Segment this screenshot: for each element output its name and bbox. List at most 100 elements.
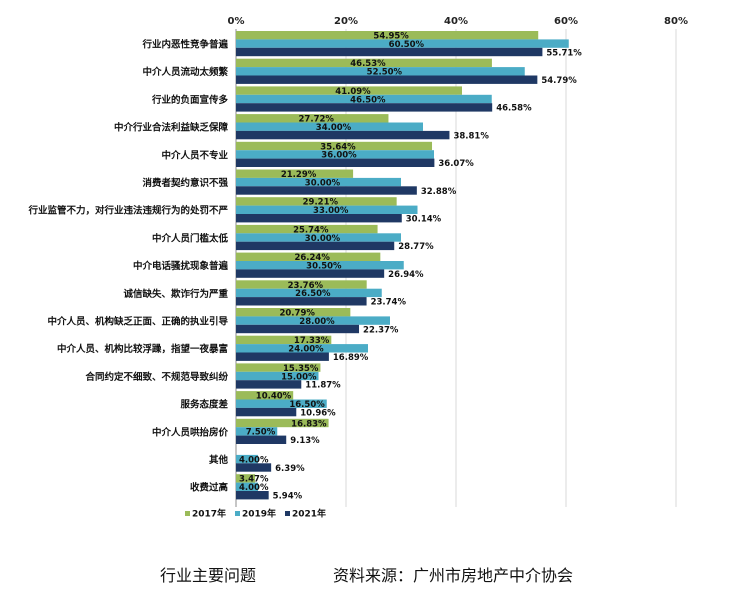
data-label: 52.50% <box>367 68 403 78</box>
category-label: 中介人员流动太频繁 <box>142 66 228 78</box>
data-label: 27.72% <box>299 115 335 125</box>
category-label: 行业监管不力，对行业违法违规行为的处罚不严 <box>27 205 228 217</box>
category-label: 中介人员、机构缺乏正面、正确的执业引导 <box>47 316 228 328</box>
bar <box>236 399 327 408</box>
data-label: 23.76% <box>288 281 324 291</box>
bar <box>236 352 329 361</box>
category-label: 中介人员门槛太低 <box>152 232 229 244</box>
data-label: 30.00% <box>305 178 341 188</box>
bar <box>236 418 329 428</box>
data-label: 22.37% <box>363 325 399 335</box>
bar <box>236 252 381 261</box>
category-label: 合同约定不细致、不规范导致纠纷 <box>85 371 228 383</box>
legend-swatch <box>285 511 290 516</box>
data-label: 46.58% <box>496 104 532 114</box>
data-label: 16.89% <box>333 353 369 363</box>
data-label: 46.50% <box>350 95 386 105</box>
data-label: 15.35% <box>283 364 319 374</box>
bar <box>236 482 258 491</box>
data-label: 26.24% <box>294 253 330 263</box>
data-label: 4.00% <box>239 483 269 493</box>
data-label: 33.00% <box>313 206 349 216</box>
data-label: 26.94% <box>388 270 424 280</box>
bar <box>236 150 434 159</box>
data-label: 54.79% <box>541 76 577 86</box>
category-label: 其他 <box>209 454 229 466</box>
data-label: 4.00% <box>239 455 269 465</box>
category-label: 消费者契约意识不强 <box>142 177 228 189</box>
data-label: 55.71% <box>546 48 582 58</box>
data-label: 32.88% <box>421 187 457 197</box>
data-label: 10.40% <box>256 392 292 402</box>
data-label: 36.07% <box>438 159 474 169</box>
data-label: 9.13% <box>290 436 320 446</box>
data-label: 21.29% <box>281 170 317 180</box>
data-label: 28.77% <box>398 242 434 252</box>
bar <box>236 58 492 68</box>
data-label: 17.33% <box>294 336 330 346</box>
data-label: 46.53% <box>350 59 386 69</box>
data-label: 7.50% <box>246 428 276 438</box>
bar <box>236 197 397 206</box>
category-label: 中介人员、机构比较浮躁，指望一夜暴富 <box>57 343 228 355</box>
chart-caption: 行业主要问题 <box>160 566 257 585</box>
data-label: 26.50% <box>295 289 331 299</box>
bar <box>236 371 319 381</box>
bar <box>236 454 258 464</box>
category-label: 诚信缺失、欺诈行为严重 <box>123 288 228 300</box>
bar <box>236 474 256 483</box>
category-label: 中介人员不专业 <box>161 149 228 161</box>
data-label: 60.50% <box>389 40 425 50</box>
bar <box>236 103 493 112</box>
bar <box>236 288 382 298</box>
bar <box>236 158 435 167</box>
data-label: 20.79% <box>279 309 315 319</box>
bar <box>236 224 378 234</box>
bar <box>236 280 367 289</box>
data-label: 3.47% <box>239 475 269 485</box>
category-label: 行业的负面宣传多 <box>151 94 229 106</box>
category-label: 中介人员哄抬房价 <box>152 426 229 438</box>
data-label: 11.87% <box>305 381 341 391</box>
bar <box>236 491 269 500</box>
bar <box>236 269 385 278</box>
data-label: 38.81% <box>453 131 489 141</box>
bar <box>236 130 450 140</box>
bar <box>236 344 368 353</box>
data-label: 25.74% <box>293 225 329 235</box>
category-label: 服务态度差 <box>180 399 228 411</box>
bar <box>236 67 525 76</box>
bar <box>236 427 278 436</box>
category-label: 中介电话骚扰现象普遍 <box>133 260 229 272</box>
bar <box>236 233 401 242</box>
legend-label: 2019年 <box>242 508 276 520</box>
data-label: 24.00% <box>288 345 324 355</box>
bar <box>236 114 389 123</box>
bar <box>236 380 302 389</box>
legend-label: 2021年 <box>292 508 326 520</box>
bar <box>236 39 569 48</box>
data-label: 10.96% <box>300 408 336 418</box>
chart: 0% 20% 40% 60% 80% 行业内恶性竞争普遍 54.95%60.50% 55.71… <box>27 16 688 520</box>
data-label: 30.00% <box>305 234 341 244</box>
data-label: 29.21% <box>303 198 339 208</box>
bar <box>236 241 395 251</box>
data-label: 41.09% <box>335 87 371 97</box>
bar <box>236 186 417 195</box>
legend-swatch <box>235 511 240 516</box>
data-label: 30.14% <box>406 215 442 225</box>
x-tick-label: 40% <box>444 16 468 27</box>
data-label: 36.00% <box>321 151 357 161</box>
bar <box>236 141 433 151</box>
data-label: 16.50% <box>289 400 325 410</box>
category-label: 行业内恶性竞争普遍 <box>141 39 228 51</box>
bar <box>236 169 354 178</box>
category-label: 中介行业合法利益缺乏保障 <box>114 122 229 134</box>
x-tick-label: 80% <box>664 16 688 27</box>
bar <box>236 316 390 325</box>
bar <box>236 86 462 95</box>
legend-label: 2017年 <box>192 508 226 520</box>
bar <box>236 94 492 104</box>
bar <box>236 214 402 223</box>
bar <box>236 463 272 472</box>
